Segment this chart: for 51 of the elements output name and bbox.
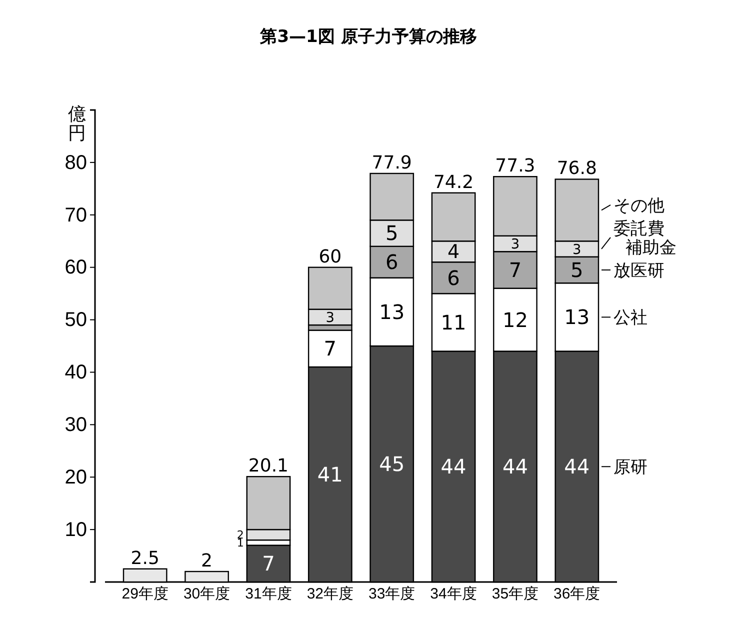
x-tick-label: 34年度 <box>430 586 477 602</box>
data-label: 12 <box>502 308 528 332</box>
x-tick-label: 30年度 <box>183 586 230 602</box>
x-tick-label: 31年度 <box>245 586 292 602</box>
total-label: 77.3 <box>495 156 536 177</box>
chart-title: 第3—1図 原子力予算の推移 <box>259 27 477 47</box>
data-label: 41 <box>317 462 343 486</box>
data-label: 6 <box>385 250 398 274</box>
total-label: 77.9 <box>372 152 412 174</box>
y-tick-label: 20 <box>64 466 87 489</box>
total-label: 20.1 <box>248 456 289 477</box>
data-label: 44 <box>564 454 590 479</box>
y-axis-title: 億円 <box>68 104 86 144</box>
data-label: 13 <box>379 300 405 324</box>
total-label: 2 <box>201 550 213 572</box>
x-tick-label: 29年度 <box>122 586 168 602</box>
total-label: 74.2 <box>433 172 474 193</box>
y-tick-label: 80 <box>64 152 87 174</box>
legend-label: その他 <box>613 196 664 216</box>
data-label: 3 <box>326 310 335 326</box>
data-label: 44 <box>440 454 466 479</box>
data-label: 4 <box>447 241 460 264</box>
data-label: 5 <box>570 258 584 282</box>
data-label: 7 <box>324 336 337 361</box>
y-tick-label: 60 <box>64 256 87 279</box>
x-tick-label: 33年度 <box>368 586 416 602</box>
y-tick-label: 50 <box>64 309 87 332</box>
data-label: 7 <box>508 258 522 282</box>
series-label: 原研 <box>613 458 648 478</box>
data-label: 7 <box>262 552 275 576</box>
x-tick-label: 36年度 <box>554 586 600 602</box>
data-label: 44 <box>502 454 528 479</box>
data-label: 5 <box>385 221 398 246</box>
x-tick-label: 32年度 <box>306 586 354 602</box>
y-tick-label: 10 <box>64 518 87 541</box>
total-label: 2.5 <box>130 548 160 569</box>
data-label: 13 <box>564 305 590 330</box>
y-tick-label: 30 <box>64 414 87 436</box>
data-label: 6 <box>447 266 460 290</box>
data-label: 3 <box>572 242 582 258</box>
legend-label: 放医研 <box>613 260 664 281</box>
series-label: 公社 <box>613 308 648 328</box>
legend-label: 委託費補助金 <box>613 218 676 258</box>
y-tick-label: 40 <box>64 362 87 384</box>
y-tick-label: 70 <box>64 204 87 226</box>
data-label: 11 <box>440 310 466 334</box>
data-label: 3 <box>510 236 520 253</box>
x-tick-label: 35年度 <box>492 586 539 602</box>
total-label: 60 <box>318 246 342 268</box>
total-label: 76.8 <box>556 158 597 180</box>
data-label: 45 <box>379 452 405 476</box>
